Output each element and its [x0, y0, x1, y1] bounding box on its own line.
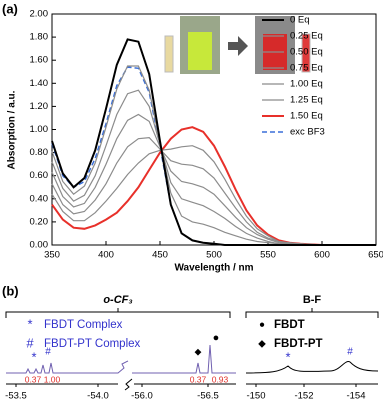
peak-symbol: * [31, 349, 36, 364]
legend-label: 1.25 Eq [290, 95, 323, 106]
series-line [51, 113, 376, 246]
panel-label: (b) [2, 283, 19, 298]
x-tick-label: 450 [152, 250, 168, 261]
x-tick-label: 400 [98, 250, 114, 261]
integral-label: 0.37 [25, 374, 42, 384]
y-tick-label: 1.20 [30, 101, 49, 112]
series-line [51, 136, 376, 246]
axis-tick-label: -150 [246, 391, 265, 402]
legend-symbol: # [26, 335, 34, 350]
x-tick-label: 350 [44, 250, 60, 261]
x-tick-label: 500 [206, 250, 222, 261]
axis-tick-label: -56.5 [197, 391, 219, 402]
y-tick-label: 0.60 [30, 170, 49, 181]
peak-symbol: ◆ [195, 346, 202, 356]
photo-inset [164, 16, 311, 74]
group-title: B-F [303, 294, 322, 306]
x-axis-label: Wavelength / nm [174, 263, 253, 274]
legend-label: 0.75 Eq [290, 63, 323, 74]
y-tick-label: 0.00 [30, 240, 49, 251]
integral-label: 0.37 [190, 374, 207, 384]
y-tick-label: 1.60 [30, 55, 49, 66]
x-tick-label: 600 [314, 250, 330, 261]
x-tick-label: 650 [368, 250, 383, 261]
axis-tick-label: -56.0 [131, 391, 153, 402]
series-line [51, 66, 376, 246]
legend-label: 0.50 Eq [290, 47, 323, 58]
peak-symbol: # [45, 347, 51, 358]
legend-label: FBDT [274, 319, 305, 331]
legend-label: 0.25 Eq [290, 31, 323, 42]
group-title: o-CF₃ [103, 294, 132, 306]
legend-label: FBDT-PT Complex [44, 338, 141, 350]
peak-symbol: * [285, 349, 290, 364]
integral-label: 0.93 [212, 374, 229, 384]
y-tick-label: 0.80 [30, 147, 49, 158]
legend-label: exc BF3 [290, 127, 325, 138]
axis-tick-label: -152 [294, 391, 313, 402]
peak-symbol: # [347, 347, 353, 358]
legend-label: 1.00 Eq [290, 79, 323, 90]
legend-label: FBDT-PT [274, 338, 323, 350]
y-axis-label: Absorption / a.u. [7, 90, 18, 169]
legend-symbol: ● [259, 320, 265, 331]
legend-label: 0 Eq [290, 15, 310, 26]
y-tick-label: 1.00 [30, 124, 49, 135]
peak-symbol: ● [213, 332, 220, 344]
series-line [51, 38, 376, 246]
legend-label: FBDT Complex [44, 319, 123, 331]
integral-label: 1.00 [44, 374, 61, 384]
y-tick-label: 1.40 [30, 78, 49, 89]
legend-label: 1.50 Eq [290, 111, 323, 122]
y-tick-label: 1.80 [30, 32, 49, 43]
y-tick-label: 0.40 [30, 193, 49, 204]
legend-symbol: ◆ [258, 339, 266, 350]
y-tick-label: 2.00 [30, 9, 49, 20]
legend-symbol: * [27, 316, 32, 331]
x-tick-label: 550 [260, 250, 276, 261]
y-tick-label: 0.20 [30, 216, 49, 227]
axis-tick-label: -54.0 [87, 391, 109, 402]
axis-tick-label: -53.5 [5, 391, 27, 402]
series-line [51, 65, 376, 246]
panel-label: (a) [2, 1, 18, 16]
series-line [51, 126, 376, 246]
axis-tick-label: -154 [346, 391, 365, 402]
